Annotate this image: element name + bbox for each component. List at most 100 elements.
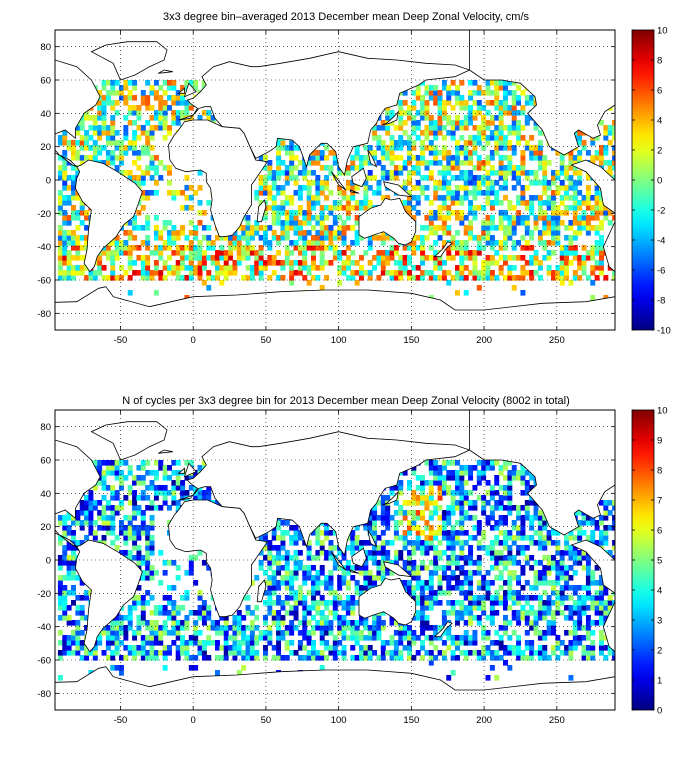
bin-cell <box>441 115 447 121</box>
bin-cell <box>101 535 107 541</box>
bin-cell <box>411 90 417 96</box>
bin-cell <box>511 600 517 606</box>
bin-cell <box>507 125 513 131</box>
bin-cell <box>402 265 408 271</box>
bin-cell <box>420 545 426 551</box>
bin-cell <box>319 235 325 241</box>
bin-cell <box>481 115 487 121</box>
bin-cell <box>537 535 543 541</box>
bin-cell <box>162 595 168 601</box>
bin-cell <box>132 215 138 221</box>
bin-cell <box>407 115 412 121</box>
bin-cell <box>594 215 600 221</box>
bin-cell <box>415 575 421 581</box>
bin-cell <box>84 225 90 231</box>
bin-cell <box>481 275 487 281</box>
bin-cell <box>542 570 548 576</box>
bin-cell <box>542 615 548 621</box>
bin-cell <box>105 525 111 531</box>
bin-cell <box>271 610 277 616</box>
bin-cell <box>367 630 373 636</box>
bin-cell <box>520 220 526 226</box>
bin-cell <box>524 245 530 251</box>
bin-cell <box>66 530 72 536</box>
bin-cell <box>389 255 395 261</box>
bin-cell <box>276 535 282 541</box>
bin-cell <box>551 270 556 276</box>
bin-cell <box>437 525 443 531</box>
bin-cell <box>542 200 548 206</box>
bin-cell <box>71 630 76 636</box>
bin-cell <box>145 145 151 151</box>
bin-cell <box>507 215 513 221</box>
bin-cell <box>57 535 63 541</box>
bin-cell <box>389 570 395 576</box>
bin-cell <box>415 535 421 541</box>
bin-cell <box>503 590 508 596</box>
bin-cell <box>249 270 255 276</box>
bin-cell <box>114 240 120 246</box>
bin-cell <box>315 240 321 246</box>
bin-cell <box>524 205 530 211</box>
bin-cell <box>481 610 487 616</box>
bin-cell <box>489 255 495 261</box>
bin-cell <box>603 590 609 596</box>
bin-cell <box>476 540 482 546</box>
bin-cell <box>585 175 591 181</box>
bin-cell <box>437 130 443 136</box>
bin-cell <box>407 635 412 641</box>
bin-cell <box>132 545 138 551</box>
bin-cell <box>450 585 456 591</box>
bin-cell <box>206 235 212 241</box>
bin-cell <box>590 245 596 251</box>
bin-cell <box>503 125 508 131</box>
bin-cell <box>328 585 334 591</box>
bin-cell <box>145 545 151 551</box>
bin-cell <box>433 185 439 191</box>
bin-cell <box>341 190 347 196</box>
bin-cell <box>367 525 373 531</box>
bin-cell <box>119 265 124 271</box>
bin-cell <box>267 170 273 176</box>
bin-cell <box>498 530 504 536</box>
bin-cell <box>459 590 465 596</box>
bin-cell <box>215 625 220 631</box>
bin-cell <box>324 215 330 221</box>
bin-cell <box>572 600 578 606</box>
bin-cell <box>319 165 325 171</box>
bin-cell <box>433 260 439 266</box>
land-outline <box>158 69 173 74</box>
bin-cell <box>180 595 186 601</box>
bin-cell <box>267 610 273 616</box>
bin-cell <box>463 290 469 296</box>
bin-cell <box>289 250 295 256</box>
bin-cell <box>498 185 504 191</box>
bin-cell <box>441 550 447 556</box>
bin-cell <box>455 580 460 586</box>
bin-cell <box>84 265 90 271</box>
bin-cell <box>306 545 312 551</box>
bin-cell <box>289 580 295 586</box>
bin-cell <box>372 635 378 641</box>
bin-cell <box>463 610 469 616</box>
x-tick-label: -50 <box>114 335 128 346</box>
bin-cell <box>145 135 151 141</box>
bin-cell <box>75 520 81 526</box>
bin-cell <box>267 225 273 231</box>
bin-cell <box>476 650 482 656</box>
bin-cell <box>585 250 591 256</box>
bin-cell <box>537 580 543 586</box>
bin-cell <box>489 550 495 556</box>
bin-cell <box>463 655 469 661</box>
bin-cell <box>75 195 81 201</box>
bin-cell <box>568 195 574 201</box>
bin-cell <box>359 590 364 596</box>
bin-cell <box>206 605 212 611</box>
bin-cell <box>516 95 522 101</box>
bin-cell <box>555 560 561 566</box>
bin-cell <box>516 575 522 581</box>
bin-cell <box>114 110 120 116</box>
bin-cell <box>511 575 517 581</box>
bin-cell <box>511 220 517 226</box>
bin-cell <box>420 250 426 256</box>
